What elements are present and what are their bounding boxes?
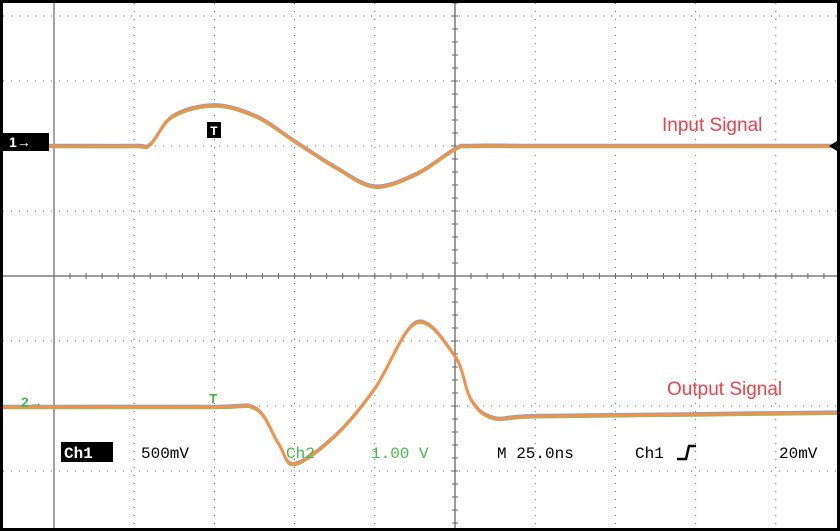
ch1-label-badge [61,442,113,462]
trace-ch2-waveform [3,320,837,466]
ch1-label: Ch1 [64,445,93,463]
ch2-ground-marker: 2→ [21,394,43,410]
trigger-level-pointer [829,141,837,151]
timebase: M 25.0ns [497,445,574,463]
svg-text:1→: 1→ [9,134,31,150]
ch2-label: Ch2 [286,445,315,463]
svg-text:T: T [210,124,218,139]
rising-edge-icon [677,444,696,461]
scope-display: 1→ 2→ T T Input Signal Output Signal Ch1… [3,3,837,528]
trigger-marker-ch2: T [209,392,217,408]
trace-ch1-shadow [3,103,837,186]
ch1-ground-marker: 1→ [3,133,49,151]
trigger-source: Ch1 [635,445,664,463]
output-signal-label: Output Signal [667,379,782,400]
waveform-traces [3,103,837,467]
ch1-scale: 500mV [141,445,189,463]
ch2-scale: 1.00 V [371,445,429,463]
input-signal-label: Input Signal [662,115,762,136]
graticule [3,3,837,528]
trigger-marker-ch1: T [207,122,221,139]
trace-ch1-waveform [3,103,837,189]
trigger-level: 20mV [779,445,818,463]
readout-bar: Ch1 500mV Ch2 1.00 V M 25.0ns Ch1 20mV [61,442,818,463]
